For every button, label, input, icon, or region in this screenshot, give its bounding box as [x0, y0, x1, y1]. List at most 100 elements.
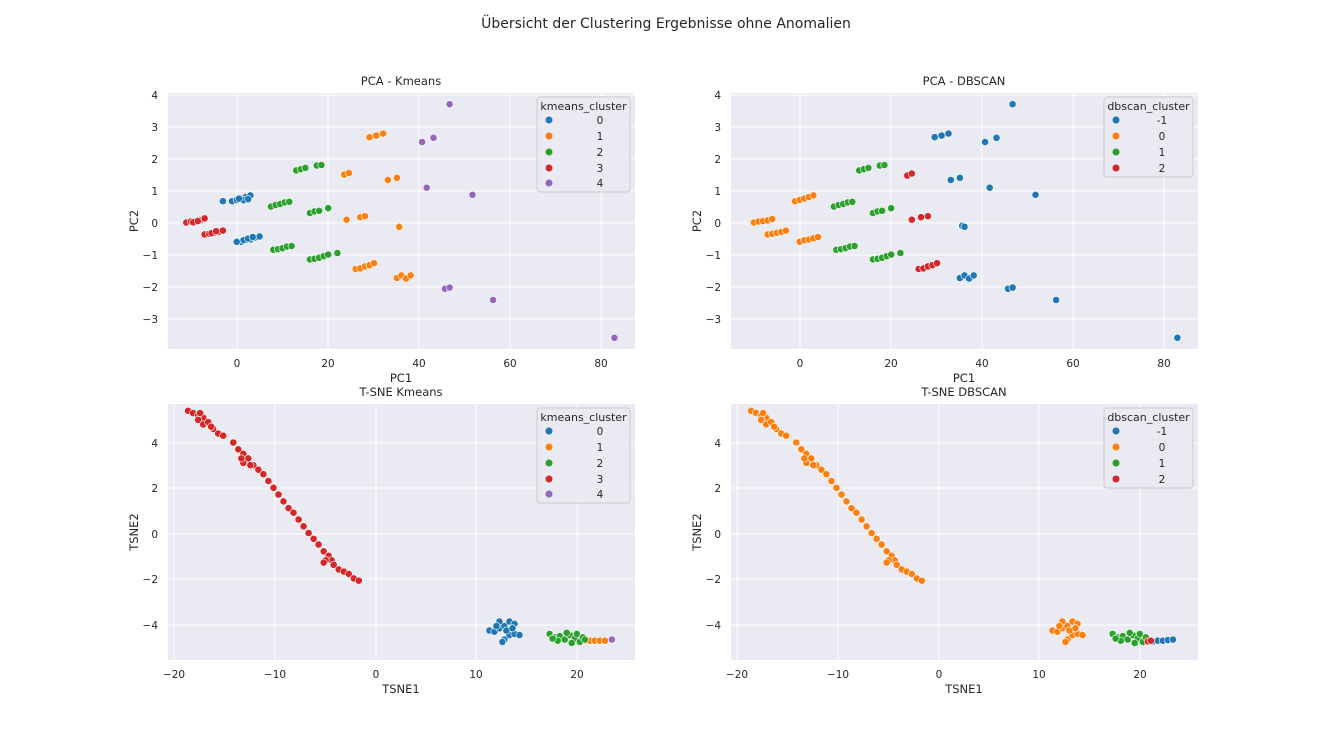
scatter-point	[329, 560, 338, 569]
scatter-point	[304, 529, 313, 537]
scatter-point	[907, 570, 916, 578]
scatter-point	[274, 490, 283, 499]
x-tick-label: 0	[797, 358, 804, 370]
scatter-point	[218, 226, 227, 235]
scatter-point	[1111, 634, 1120, 643]
scatter-point	[852, 508, 861, 517]
legend-label: 3	[597, 474, 604, 486]
scatter-point	[1135, 630, 1144, 638]
scatter-point	[445, 283, 454, 292]
legend-title: dbscan_cluster	[1107, 100, 1190, 113]
legend: kmeans_cluster 0 1 2 3 4	[536, 96, 631, 193]
legend-label: 0	[1159, 442, 1166, 454]
legend: kmeans_cluster 0 1 2 3 4	[536, 407, 631, 504]
scatter-point	[207, 422, 216, 431]
scatter-point	[212, 227, 220, 236]
legend-title: kmeans_cluster	[540, 100, 627, 113]
legend-label: 1	[597, 442, 604, 454]
x-tick-label: 60	[503, 358, 516, 370]
x-tick-label: 80	[594, 358, 607, 370]
scatter-point	[548, 634, 557, 643]
x-axis-label: PC1	[390, 371, 412, 385]
panel-title: T-SNE DBSCAN	[920, 385, 1006, 399]
scatter-point	[580, 635, 589, 644]
scatter-point	[960, 222, 969, 231]
scatter-points	[747, 406, 1177, 647]
scatter-point	[508, 624, 517, 633]
y-tick-label: 3	[151, 122, 158, 134]
legend-label: 2	[1159, 474, 1166, 486]
legend-marker	[545, 475, 553, 483]
scatter-points	[184, 406, 616, 647]
scatter-point	[822, 470, 831, 479]
grid-lines	[731, 404, 1198, 660]
x-tick-label: 0	[373, 669, 380, 681]
x-tick-label: −10	[827, 669, 849, 681]
scatter-point	[1052, 296, 1060, 304]
x-tick-label: 20	[321, 358, 334, 370]
scatter-point	[422, 183, 431, 192]
y-tick-label: 2	[151, 483, 158, 495]
legend-label: 2	[1159, 163, 1166, 175]
scatter-point	[896, 249, 905, 257]
scatter-point	[342, 215, 351, 224]
scatter-point	[418, 138, 426, 146]
y-tick-label: 1	[151, 186, 158, 198]
scatter-point	[445, 100, 454, 109]
legend-label: 2	[597, 458, 604, 470]
scatter-point	[887, 250, 896, 259]
y-tick-label: 4	[151, 438, 158, 450]
x-axis-label: TSNE1	[381, 682, 420, 696]
panel-pca-dbscan: PCA - DBSCAN 0 20 40 60 80 4 3 2 1 0 −1 …	[690, 74, 1198, 385]
legend-marker	[545, 164, 553, 172]
legend-label: -1	[1157, 426, 1167, 438]
y-axis-label: PC2	[127, 210, 141, 232]
scatter-point	[800, 454, 809, 463]
scatter-point	[301, 163, 310, 172]
y-tick-label: −1	[143, 250, 158, 262]
y-tick-label: −1	[706, 250, 721, 262]
x-tick-label: 20	[1133, 669, 1146, 681]
scatter-point	[264, 477, 273, 485]
scatter-point	[877, 540, 886, 549]
scatter-point	[937, 131, 946, 140]
scatter-point	[406, 271, 415, 280]
scatter-point	[498, 638, 507, 646]
scatter-point	[1078, 631, 1087, 639]
legend-marker	[1112, 132, 1120, 140]
legend-title: kmeans_cluster	[540, 411, 627, 424]
scatter-point	[218, 197, 227, 206]
scatter-point	[907, 215, 916, 224]
scatter-point	[867, 529, 876, 537]
scatter-point	[878, 206, 886, 215]
legend-label: -1	[1157, 115, 1167, 127]
legend-marker	[1112, 116, 1120, 124]
y-tick-label: −2	[706, 574, 721, 586]
grid-lines	[168, 404, 635, 660]
y-tick-label: −2	[706, 282, 721, 294]
y-tick-label: 0	[151, 529, 158, 541]
y-tick-label: 4	[151, 90, 158, 102]
x-axis-label: PC1	[953, 371, 975, 385]
panel-title: PCA - Kmeans	[361, 74, 441, 88]
scatter-point	[299, 522, 308, 531]
y-tick-label: 4	[714, 90, 721, 102]
scatter-point	[946, 176, 955, 184]
x-axis-label: TSNE1	[944, 682, 983, 696]
scatter-point	[887, 204, 896, 213]
scatter-point	[1169, 635, 1177, 644]
y-tick-label: 2	[151, 154, 158, 166]
legend-label: 1	[597, 131, 604, 143]
scatter-point	[827, 477, 836, 485]
scatter-point	[792, 438, 801, 447]
scatter-point	[797, 445, 806, 454]
scatter-point	[1008, 283, 1017, 292]
legend-label: 4	[597, 489, 604, 501]
legend-marker	[545, 132, 553, 140]
y-tick-label: 2	[714, 483, 721, 495]
y-tick-label: 2	[714, 154, 721, 166]
panel-title: PCA - DBSCAN	[923, 74, 1006, 88]
scatter-point	[254, 465, 263, 474]
scatter-point	[287, 242, 296, 250]
